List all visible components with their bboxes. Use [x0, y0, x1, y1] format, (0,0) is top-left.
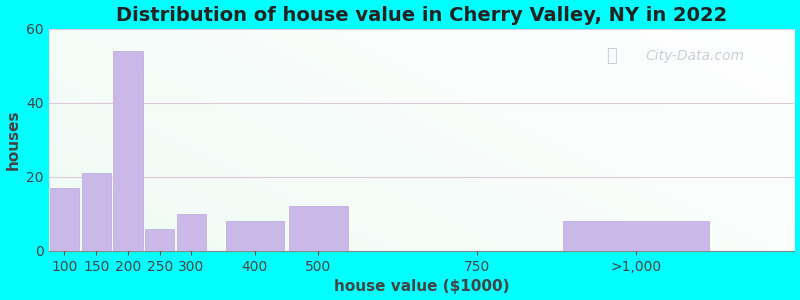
X-axis label: house value ($1000): house value ($1000)	[334, 279, 510, 294]
Bar	[145, 229, 174, 251]
Bar	[289, 206, 347, 251]
Text: City-Data.com: City-Data.com	[646, 49, 744, 62]
Text: 🔍: 🔍	[606, 46, 617, 64]
Bar	[50, 188, 79, 251]
Y-axis label: houses: houses	[6, 110, 21, 170]
Bar	[226, 221, 284, 251]
Bar	[177, 214, 206, 251]
Bar	[114, 51, 142, 251]
Title: Distribution of house value in Cherry Valley, NY in 2022: Distribution of house value in Cherry Va…	[116, 6, 727, 25]
Bar	[562, 221, 709, 251]
Bar	[82, 173, 111, 251]
